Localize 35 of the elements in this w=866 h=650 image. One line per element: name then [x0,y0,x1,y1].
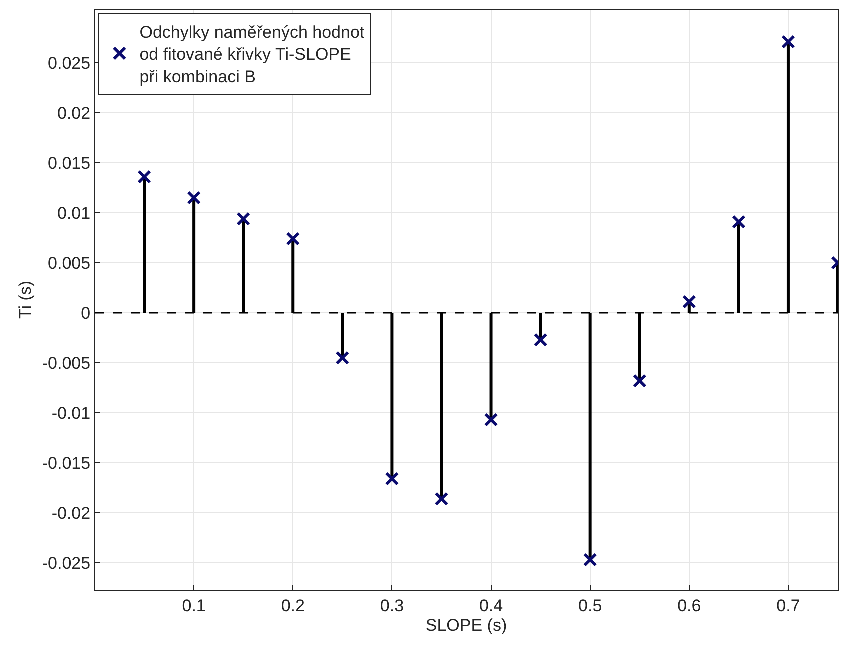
point [682,295,696,309]
x-tick-label: 0.7 [776,596,800,616]
point [732,215,746,229]
y-tick-label: 0.02 [58,104,91,123]
point [336,351,350,365]
y-tick-label: 0.005 [48,254,91,273]
y-tick-label: -0.02 [52,504,91,523]
y-tick-label: 0 [81,304,91,323]
point [534,333,548,347]
x-tick-label: 0.6 [678,596,702,616]
x-tick-label: 0.2 [281,596,305,616]
point [138,170,152,184]
x-tick-label: 0.4 [479,596,504,616]
legend-label: Odchylky naměřených hodnot od fitované křivky Ti-SLOPE při kombinaci B [140,23,365,86]
y-tick-label: 0.025 [48,54,91,73]
point [484,413,498,427]
point [236,212,251,226]
x-tick-label: 0.5 [578,596,602,616]
point [385,472,400,486]
x-tick-label: 0.3 [380,596,404,616]
point [781,35,796,49]
y-tick-label: -0.025 [42,554,91,573]
x-axis-title: SLOPE (s) [426,616,508,635]
x-tick-label: 0.1 [182,596,206,616]
y-tick-label: 0.015 [48,154,91,173]
point [583,553,598,567]
y-axis-title: Ti (s) [16,280,35,320]
point [286,232,300,246]
point [632,374,647,388]
y-tick-label: -0.005 [42,354,91,373]
y-tick-label: -0.015 [42,454,91,473]
y-tick-label: -0.01 [52,404,91,423]
point [434,492,449,506]
y-tick-label: 0.01 [58,204,91,223]
point [187,191,202,205]
